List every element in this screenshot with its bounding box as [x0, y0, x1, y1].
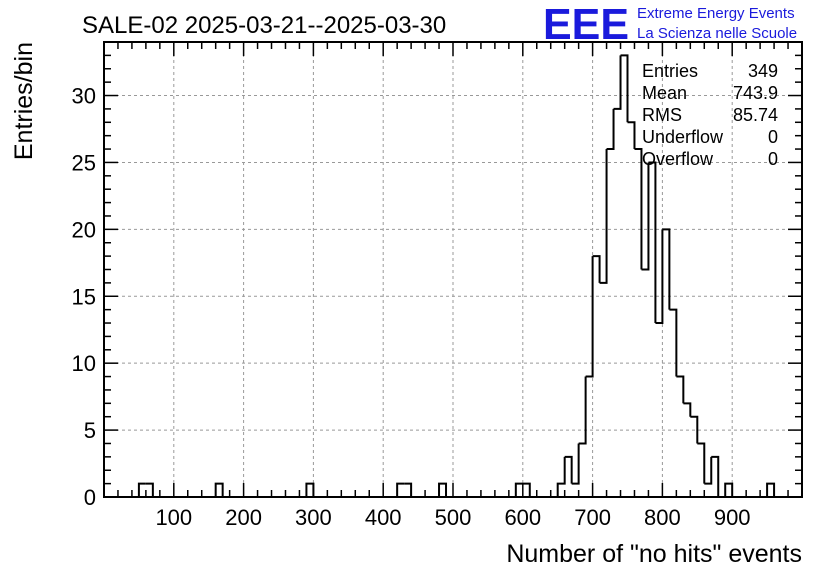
chart-title: SALE-02 2025-03-21--2025-03-30	[82, 12, 446, 39]
stats-label: Overflow	[642, 149, 714, 169]
logo-subtitle-1: Extreme Energy Events	[637, 5, 795, 22]
histogram-bin	[724, 482, 734, 497]
histogram-bin	[404, 482, 413, 497]
x-tick-label: 300	[295, 505, 332, 530]
y-tick-labels: 0 5 10 15 20 25 30	[72, 84, 96, 510]
y-tick-label: 5	[84, 418, 96, 443]
plot-frame	[103, 41, 803, 498]
histogram-bin	[704, 456, 713, 485]
stats-value: 0	[768, 127, 778, 147]
histogram-bin	[634, 148, 643, 270]
histogram-bin	[305, 482, 315, 497]
x-tick-label: 600	[504, 505, 541, 530]
histogram-series	[137, 54, 776, 497]
histogram-bin	[556, 456, 566, 497]
y-tick-label: 30	[72, 84, 96, 109]
histogram-bin	[599, 149, 608, 284]
stats-box: Entries 349 Mean 743.9 RMS 85.74 Underflow 0 Ove…	[642, 61, 778, 169]
histogram-bin	[137, 482, 146, 497]
stats-value: 349	[748, 61, 778, 81]
histogram-bin	[676, 375, 685, 404]
stats-label: Underflow	[642, 127, 724, 147]
logo-subtitle-2: La Scienza nelle Scuole	[637, 25, 797, 42]
histogram-bin	[592, 255, 601, 283]
stats-label: Mean	[642, 83, 687, 103]
histogram-bin	[711, 455, 720, 497]
stats-value: 85.74	[733, 105, 778, 125]
y-tick-label: 10	[72, 351, 96, 376]
x-tick-label: 100	[155, 505, 192, 530]
histogram-bin	[578, 376, 587, 445]
grid-lines	[104, 42, 802, 497]
histogram-bin	[627, 121, 636, 150]
histogram-bin	[571, 443, 580, 485]
logo-mark: EEE	[543, 0, 629, 49]
histogram-bin	[683, 402, 692, 417]
histogram-bin	[214, 482, 224, 497]
stats-label: Entries	[642, 61, 698, 81]
histogram-bin	[669, 308, 678, 377]
histogram-bin	[514, 482, 523, 497]
histogram-bin	[766, 482, 776, 497]
eee-logo: EEE Extreme Energy Events La Scienza nel…	[543, 0, 797, 49]
x-tick-label: 200	[225, 505, 262, 530]
y-tick-label: 25	[72, 150, 96, 175]
histogram-bin	[662, 228, 671, 310]
y-tick-label: 15	[72, 284, 96, 309]
histogram-bin	[648, 161, 657, 324]
histogram-bin	[606, 108, 615, 151]
stats-value: 0	[768, 149, 778, 169]
histogram-bin	[613, 55, 622, 110]
stats-label: RMS	[642, 105, 682, 125]
histogram-bin	[697, 442, 706, 484]
x-tick-labels: 100 200 300 400 500 600 700 800 900	[155, 505, 750, 530]
y-tick-label: 20	[72, 217, 96, 242]
histogram-bin	[564, 455, 573, 484]
histogram-bin	[690, 415, 699, 444]
axis-ticks	[104, 42, 802, 497]
x-tick-label: 700	[574, 505, 611, 530]
histogram-bin	[438, 482, 448, 497]
histogram-bin	[522, 482, 531, 497]
histogram-bin	[655, 229, 664, 325]
x-tick-label: 900	[714, 505, 751, 530]
x-tick-label: 400	[365, 505, 402, 530]
stats-value: 743.9	[733, 83, 778, 103]
histogram-bin	[585, 256, 594, 378]
x-tick-label: 500	[435, 505, 472, 530]
histogram-bin	[641, 162, 650, 271]
y-axis-label: Entries/bin	[10, 42, 38, 160]
histogram-bin	[396, 482, 405, 497]
histogram-bin	[620, 54, 629, 123]
y-tick-label: 0	[84, 485, 96, 510]
histogram-bin	[145, 482, 154, 497]
x-tick-label: 800	[644, 505, 681, 530]
x-axis-label: Number of "no hits" events	[506, 540, 802, 568]
